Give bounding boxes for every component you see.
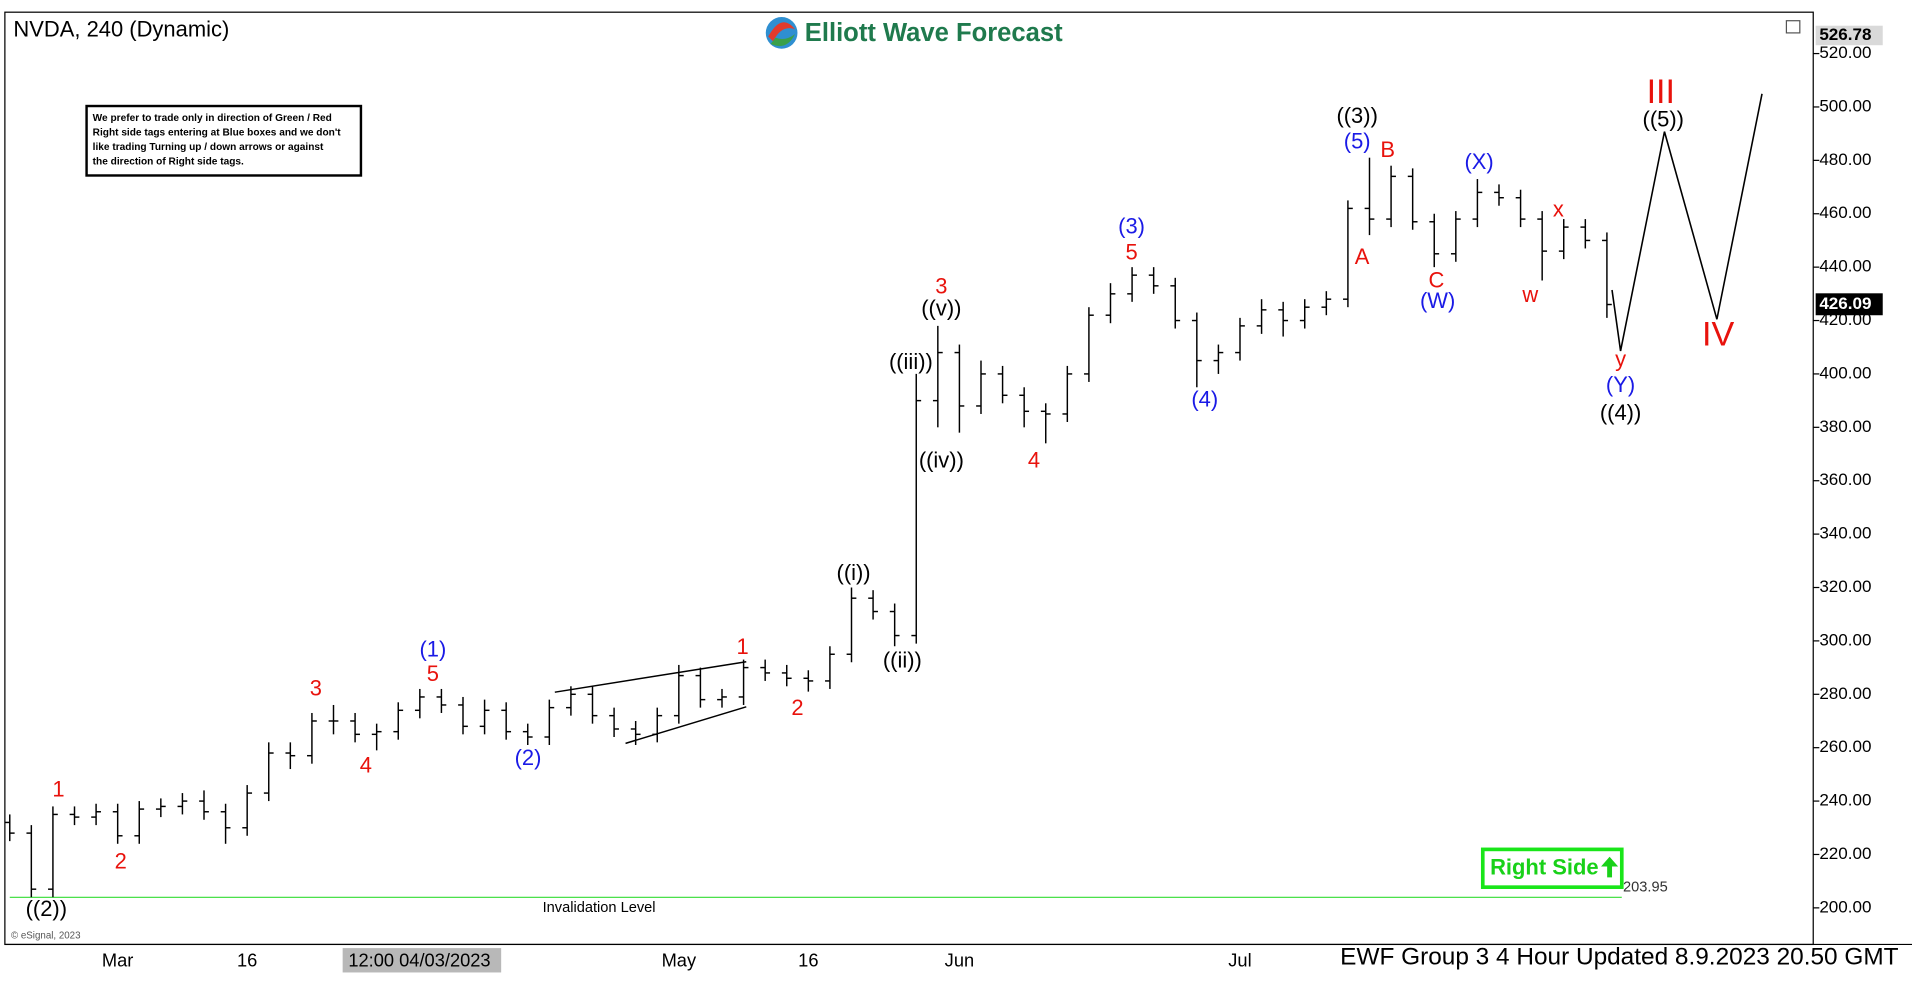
wave-label: ((4)) bbox=[1600, 400, 1641, 425]
y-tick-label: 380.00 bbox=[1819, 417, 1871, 436]
y-tick-label: 460.00 bbox=[1819, 203, 1871, 222]
wave-label: 4 bbox=[1028, 448, 1040, 473]
invalidation-value: 203.95 bbox=[1623, 879, 1668, 895]
wave-label: ((iii)) bbox=[889, 349, 933, 374]
y-tick-label: 500.00 bbox=[1819, 96, 1871, 115]
wave-label: 5 bbox=[1125, 239, 1137, 264]
x-tick-label: Jun bbox=[945, 949, 974, 970]
wave-label: ((2)) bbox=[26, 896, 67, 921]
wave-label: ((3)) bbox=[1336, 103, 1377, 128]
window-icon bbox=[1785, 20, 1801, 34]
crosshair-box bbox=[342, 948, 502, 973]
wave-label: B bbox=[1380, 137, 1395, 162]
wave-label: y bbox=[1615, 347, 1626, 372]
footer: EWF Group 3 4 Hour Updated 8.9.2023 20.5… bbox=[1340, 943, 1898, 970]
x-tick-label: Jul bbox=[1228, 949, 1251, 970]
y-tick-label: 260.00 bbox=[1819, 737, 1871, 756]
up-arrow bbox=[1601, 856, 1619, 878]
wave-label: ((ii)) bbox=[883, 648, 922, 673]
note-text: the direction of Right side tags. bbox=[93, 157, 244, 168]
wave-label: A bbox=[1355, 244, 1370, 269]
y-tick-label: 300.00 bbox=[1819, 630, 1871, 649]
wave-label: (5) bbox=[1344, 128, 1371, 153]
logo-swoosh bbox=[768, 22, 796, 42]
wave-label: ((iv)) bbox=[919, 448, 964, 473]
wave-label: 5 bbox=[427, 661, 439, 686]
wave-label: (X) bbox=[1464, 149, 1493, 174]
wave-label: 3 bbox=[935, 273, 947, 298]
last-price-box bbox=[1815, 293, 1883, 316]
wave-label: (1) bbox=[419, 637, 446, 662]
wave-label: 1 bbox=[52, 777, 64, 802]
wave-label: 4 bbox=[360, 752, 372, 777]
y-tick-label: 200.00 bbox=[1819, 897, 1871, 916]
wave-label: ((i)) bbox=[837, 560, 871, 585]
invalidation-label: Invalidation Level bbox=[543, 900, 656, 916]
note-box bbox=[85, 104, 363, 177]
x-tick-label: 16 bbox=[798, 949, 818, 970]
logo-swoosh bbox=[770, 34, 796, 47]
wave-label: w bbox=[1521, 282, 1538, 307]
y-tick-label: 400.00 bbox=[1819, 363, 1871, 382]
x-tick-label: 16 bbox=[237, 949, 257, 970]
brand: Elliott Wave Forecast bbox=[805, 19, 1063, 47]
y-tick-label: 440.00 bbox=[1819, 257, 1871, 276]
wave-label: (W) bbox=[1420, 288, 1455, 313]
y-tick-label: 280.00 bbox=[1819, 684, 1871, 703]
wave-label: x bbox=[1553, 197, 1564, 222]
high-price-box bbox=[1815, 25, 1883, 46]
x-tick-label: Mar bbox=[102, 949, 133, 970]
crosshair-label: 12:00 04/03/2023 bbox=[348, 949, 490, 970]
y-tick-label: 340.00 bbox=[1819, 524, 1871, 543]
wave-label: (2) bbox=[515, 745, 542, 770]
wave-label: ((v)) bbox=[921, 295, 961, 320]
logo: Elliott Wave Forecast bbox=[765, 17, 1063, 49]
note-text: like trading Turning up / down arrows or… bbox=[93, 142, 324, 153]
wave-label: (4) bbox=[1191, 387, 1218, 412]
wave-label: 2 bbox=[115, 849, 127, 874]
triangle-line bbox=[554, 660, 747, 693]
right-side-box bbox=[1480, 847, 1624, 889]
high-price-label: 526.78 bbox=[1819, 25, 1871, 44]
y-tick-label: 520.00 bbox=[1819, 43, 1871, 62]
wave-label: 1 bbox=[737, 634, 749, 659]
y-tick-label: 480.00 bbox=[1819, 150, 1871, 169]
y-tick-label: 220.00 bbox=[1819, 844, 1871, 863]
wave-label: C bbox=[1429, 267, 1445, 292]
last-price-label: 426.09 bbox=[1819, 294, 1871, 313]
projection-path bbox=[1611, 93, 1763, 352]
chart-title: NVDA, 240 (Dynamic) bbox=[13, 16, 229, 41]
wave-label: (Y) bbox=[1606, 372, 1635, 397]
wave-label: 3 bbox=[310, 676, 322, 701]
y-tick-label: 320.00 bbox=[1819, 577, 1871, 596]
right-side-label: Right Side bbox=[1490, 855, 1599, 880]
y-tick-label: 240.00 bbox=[1819, 791, 1871, 810]
note-text: Right side tags entering at Blue boxes a… bbox=[93, 128, 342, 139]
wave-label: IV bbox=[1702, 315, 1734, 353]
wave-label: (3) bbox=[1118, 214, 1145, 239]
x-tick-label: May bbox=[662, 949, 697, 970]
y-tick-label: 360.00 bbox=[1819, 470, 1871, 489]
wave-label: ((5)) bbox=[1643, 106, 1684, 131]
note-text: We prefer to trade only in direction of … bbox=[93, 113, 332, 124]
triangle-line bbox=[625, 706, 747, 745]
wave-label: III bbox=[1647, 73, 1675, 111]
copyright: © eSignal, 2023 bbox=[11, 930, 81, 941]
wave-label: 2 bbox=[791, 695, 803, 720]
